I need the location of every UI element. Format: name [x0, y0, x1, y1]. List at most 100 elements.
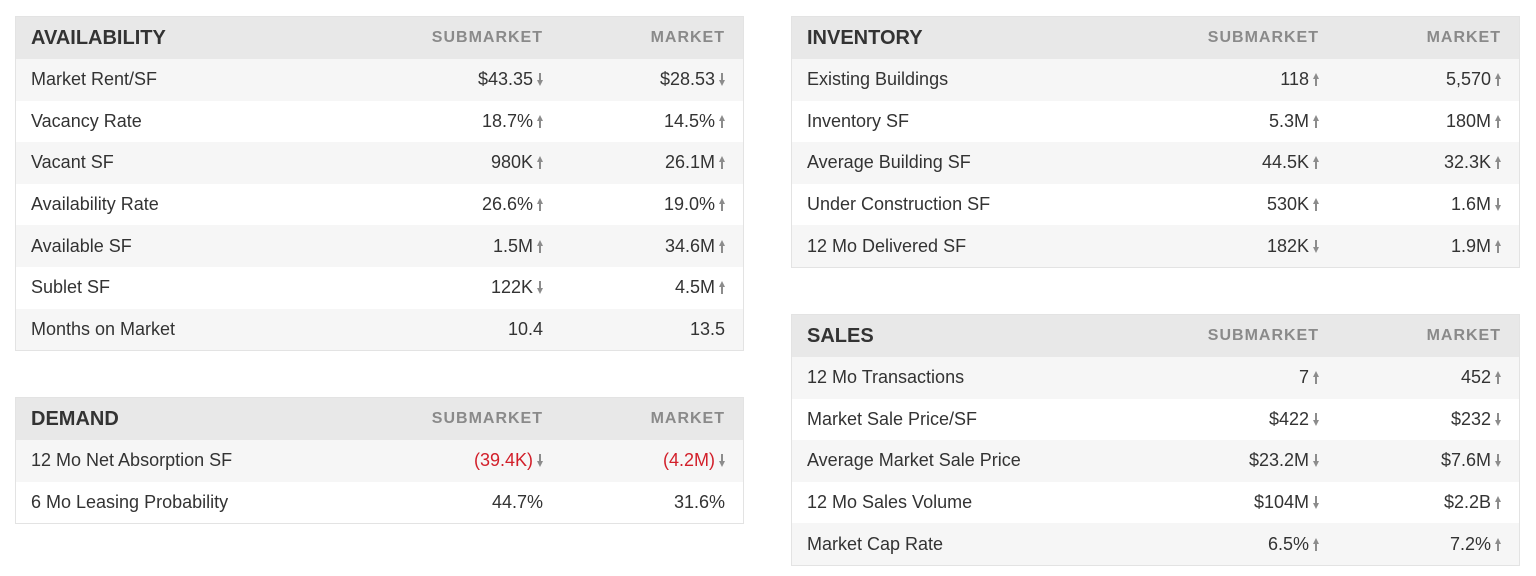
submarket-cell: 7 [1149, 367, 1339, 388]
submarket-cell: 5.3M [1149, 111, 1339, 132]
table-row: 6 Mo Leasing Probability 44.7% 31.6% [16, 481, 743, 524]
submarket-cell: 44.7% [373, 492, 563, 513]
market-cell: 4.5M [563, 277, 743, 298]
market-cell: 7.2% [1339, 534, 1519, 555]
inventory-header: INVENTORY SUBMARKET MARKET [792, 17, 1519, 59]
market-value: 1.9M [1450, 235, 1491, 256]
market-cell: 180M [1339, 111, 1519, 132]
arrow-up-icon [719, 239, 725, 253]
table-row: 12 Mo Net Absorption SF (39.4K) (4.2M) [16, 440, 743, 482]
table-row: 12 Mo Transactions 7 452 [792, 357, 1519, 399]
submarket-cell: 26.6% [373, 194, 563, 215]
market-value: (4.2M) [662, 450, 715, 471]
inventory-submarket-header: SUBMARKET [1207, 29, 1319, 46]
market-value: $2.2B [1443, 492, 1491, 513]
submarket-cell: $422 [1149, 409, 1339, 430]
market-cell: 26.1M [563, 152, 743, 173]
arrow-down-icon [537, 454, 543, 468]
availability-panel: AVAILABILITY SUBMARKET MARKET Market Ren… [15, 16, 744, 352]
table-row: Under Construction SF 530K 1.6M [792, 183, 1519, 226]
market-value: 1.6M [1450, 194, 1491, 215]
arrow-up-icon [1313, 156, 1319, 170]
sales-title: SALES [807, 324, 874, 347]
submarket-cell: (39.4K) [373, 450, 563, 471]
demand-market-header: MARKET [650, 410, 725, 427]
metric-label: Existing Buildings [807, 69, 949, 90]
market-cell: 452 [1339, 367, 1519, 388]
submarket-value: 26.6% [481, 194, 533, 215]
market-value: $7.6M [1440, 450, 1491, 471]
metric-label: Vacant SF [31, 152, 114, 173]
availability-title: AVAILABILITY [31, 26, 166, 49]
market-value: $28.53 [659, 69, 715, 90]
sales-submarket-header: SUBMARKET [1207, 327, 1319, 344]
arrow-up-icon [1495, 239, 1501, 253]
demand-panel: DEMAND SUBMARKET MARKET 12 Mo Net Absorp… [15, 397, 744, 525]
sales-header: SALES SUBMARKET MARKET [792, 315, 1519, 357]
submarket-value: 7 [1298, 367, 1309, 388]
table-row: Available SF 1.5M 34.6M [16, 225, 743, 267]
submarket-value: 980K [490, 152, 533, 173]
submarket-cell: 1.5M [373, 236, 563, 257]
arrow-up-icon [719, 198, 725, 212]
sales-rows: 12 Mo Transactions 7 452 Market Sale Price/… [792, 357, 1519, 565]
availability-market-header: MARKET [650, 29, 725, 46]
metric-label: Vacancy Rate [31, 110, 142, 131]
market-cell: $28.53 [563, 69, 743, 90]
demand-header: DEMAND SUBMARKET MARKET [16, 398, 743, 440]
metric-label: 12 Mo Net Absorption SF [31, 450, 233, 471]
market-cell: 1.6M [1339, 194, 1519, 215]
arrow-down-icon [719, 454, 725, 468]
market-cell: 14.5% [563, 111, 743, 132]
arrow-up-icon [1313, 114, 1319, 128]
sales-panel: SALES SUBMARKET MARKET 12 Mo Transaction… [791, 314, 1520, 566]
metric-label: 12 Mo Sales Volume [807, 492, 973, 513]
arrow-up-icon [719, 114, 725, 128]
arrow-up-icon [1495, 114, 1501, 128]
submarket-value: $23.2M [1248, 450, 1309, 471]
arrow-up-icon [719, 156, 725, 170]
arrow-down-icon [1495, 198, 1501, 212]
inventory-market-header: MARKET [1426, 29, 1501, 46]
table-row: Availability Rate 26.6% 19.0% [16, 183, 743, 226]
market-value: 14.5% [663, 110, 715, 131]
submarket-value: 1.5M [492, 235, 533, 256]
arrow-up-icon [1495, 537, 1501, 551]
submarket-value: $422 [1268, 408, 1309, 429]
demand-title: DEMAND [31, 407, 119, 430]
metric-label: Available SF [31, 235, 132, 256]
metric-label: Under Construction SF [807, 194, 991, 215]
table-row: Market Rent/SF $43.35 $28.53 [16, 59, 743, 101]
submarket-cell: 118 [1149, 69, 1339, 90]
market-value: 26.1M [664, 152, 715, 173]
submarket-value: 44.5K [1261, 152, 1309, 173]
market-cell: 32.3K [1339, 152, 1519, 173]
submarket-value: 6.5% [1267, 533, 1309, 554]
table-row: Vacant SF 980K 26.1M [16, 142, 743, 184]
market-value: 13.5 [689, 318, 725, 339]
table-row: Market Sale Price/SF $422 $232 [792, 398, 1519, 441]
arrow-up-icon [1313, 371, 1319, 385]
table-row: 12 Mo Delivered SF 182K 1.9M [792, 225, 1519, 267]
table-row: Inventory SF 5.3M 180M [792, 100, 1519, 143]
submarket-value: 118 [1280, 69, 1309, 90]
submarket-value: $43.35 [477, 69, 533, 90]
arrow-down-icon [1313, 239, 1319, 253]
submarket-cell: 6.5% [1149, 534, 1339, 555]
arrow-up-icon [537, 239, 543, 253]
arrow-up-icon [537, 156, 543, 170]
submarket-cell: 44.5K [1149, 152, 1339, 173]
submarket-cell: 18.7% [373, 111, 563, 132]
submarket-value: 122K [490, 277, 533, 298]
market-value: 452 [1460, 367, 1491, 388]
market-cell: $2.2B [1339, 492, 1519, 513]
arrow-down-icon [1313, 496, 1319, 510]
demand-rows: 12 Mo Net Absorption SF (39.4K) (4.2M) 6 Mo… [16, 440, 743, 524]
submarket-cell: 530K [1149, 194, 1339, 215]
market-value: 32.3K [1443, 152, 1491, 173]
arrow-up-icon [1495, 496, 1501, 510]
metric-label: Market Sale Price/SF [807, 408, 978, 429]
availability-submarket-header: SUBMARKET [431, 29, 543, 46]
arrow-down-icon [1313, 454, 1319, 468]
metric-label: Market Rent/SF [31, 69, 158, 90]
